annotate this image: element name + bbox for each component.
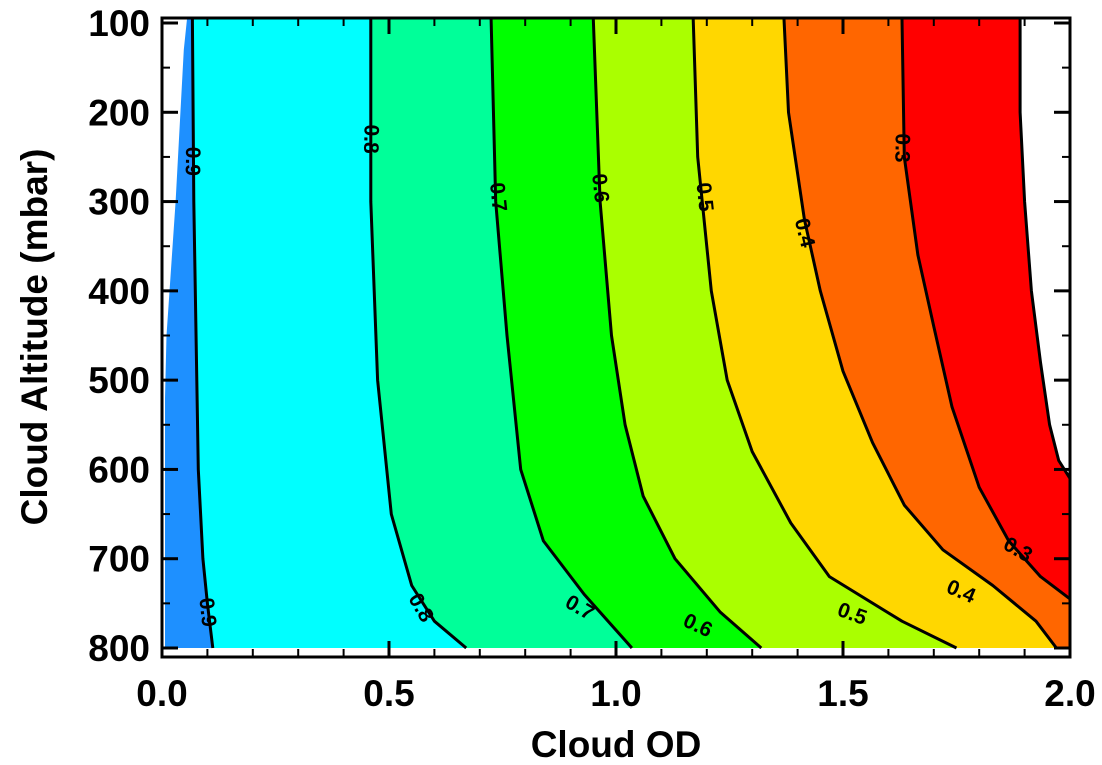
contour-label-0.3: 0.3 — [890, 133, 914, 163]
contour-label-0.6: 0.6 — [587, 172, 613, 203]
contour-label-0.9: 0.9 — [181, 147, 205, 177]
fill-region-0.6-to-0.7 — [491, 19, 762, 648]
contour-line-0.7 — [489, 18, 634, 649]
x-tick-label: 1.5 — [817, 673, 868, 714]
fill-region-0.4-to-0.5 — [693, 19, 1057, 648]
y-tick-label: 100 — [88, 3, 150, 44]
contour-label-0.5: 0.5 — [692, 181, 718, 213]
y-axis-label: Cloud Altitude (mbar) — [14, 149, 55, 526]
fill-region-0.3-to-0.4 — [784, 19, 1070, 648]
contour-label-0.8: 0.8 — [359, 124, 383, 154]
contour-line-0.6 — [591, 18, 763, 650]
axis-ticks: 0.0 0.5 1.0 1.5 2.0 100 200 300 400 500 600 700 800 — [88, 3, 1095, 714]
fill-region-0.8-to-0.9 — [192, 19, 467, 648]
y-tick-label: 700 — [88, 539, 150, 580]
y-tick-label: 300 — [88, 182, 150, 223]
contour-line-0.9 — [190, 18, 215, 649]
contour-line-0.4 — [782, 18, 1058, 649]
contour-lines — [190, 18, 1072, 650]
contour-line-0.8 — [369, 19, 468, 650]
contour-line-0.5 — [691, 18, 958, 650]
x-axis-label: Cloud OD — [531, 724, 702, 765]
y-tick-label: 600 — [88, 449, 150, 490]
x-tick-label: 0.0 — [136, 673, 187, 714]
contour-fills — [165, 19, 1070, 648]
fill-region-0.5-to-0.6 — [593, 19, 957, 648]
y-tick-label: 400 — [88, 271, 150, 312]
contour-line-0.3 — [900, 18, 1071, 601]
fill-region-0.7-to-0.8 — [370, 19, 632, 648]
x-tick-label: 0.5 — [363, 673, 414, 714]
fill-region-0.2-to-0.3-extension — [902, 19, 1070, 648]
x-tick-label: 1.0 — [590, 673, 641, 714]
contour-label-0.9: 0.9 — [194, 597, 220, 628]
y-tick-label: 200 — [88, 92, 150, 133]
y-tick-label: 500 — [88, 360, 150, 401]
x-tick-label: 2.0 — [1044, 673, 1095, 714]
y-tick-label: 800 — [88, 628, 150, 669]
fill-region-above-0.9 — [165, 19, 213, 648]
contour-line-0.2 — [1018, 19, 1072, 480]
contour-label-0.7: 0.7 — [485, 181, 511, 212]
